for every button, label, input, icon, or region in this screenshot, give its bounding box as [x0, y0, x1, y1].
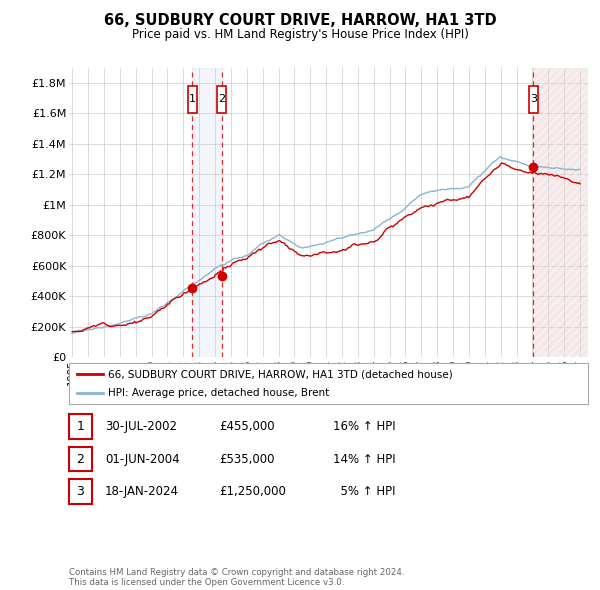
Text: 18-JAN-2024: 18-JAN-2024: [105, 485, 179, 498]
Text: 30-JUL-2002: 30-JUL-2002: [105, 420, 177, 433]
Text: 1: 1: [76, 420, 85, 433]
Text: 16% ↑ HPI: 16% ↑ HPI: [333, 420, 395, 433]
Text: 01-JUN-2004: 01-JUN-2004: [105, 453, 179, 466]
Text: 1: 1: [189, 94, 196, 104]
Text: Price paid vs. HM Land Registry's House Price Index (HPI): Price paid vs. HM Land Registry's House …: [131, 28, 469, 41]
Text: 14% ↑ HPI: 14% ↑ HPI: [333, 453, 395, 466]
Text: 3: 3: [530, 94, 537, 104]
Text: £535,000: £535,000: [219, 453, 275, 466]
Text: 5% ↑ HPI: 5% ↑ HPI: [333, 485, 395, 498]
Text: 2: 2: [76, 453, 85, 466]
Bar: [533, 68, 588, 357]
Text: £1,250,000: £1,250,000: [219, 485, 286, 498]
Text: Contains HM Land Registry data © Crown copyright and database right 2024.
This d: Contains HM Land Registry data © Crown c…: [69, 568, 404, 587]
Text: 66, SUDBURY COURT DRIVE, HARROW, HA1 3TD (detached house): 66, SUDBURY COURT DRIVE, HARROW, HA1 3TD…: [108, 369, 452, 379]
Text: HPI: Average price, detached house, Brent: HPI: Average price, detached house, Bren…: [108, 388, 329, 398]
Text: 2: 2: [218, 94, 225, 104]
Bar: [533, 68, 588, 357]
Text: £455,000: £455,000: [219, 420, 275, 433]
Bar: [193, 68, 221, 357]
Bar: [217, 86, 226, 113]
Bar: [188, 86, 197, 113]
Text: 66, SUDBURY COURT DRIVE, HARROW, HA1 3TD: 66, SUDBURY COURT DRIVE, HARROW, HA1 3TD: [104, 13, 496, 28]
Bar: [529, 86, 538, 113]
Text: 3: 3: [76, 485, 85, 498]
